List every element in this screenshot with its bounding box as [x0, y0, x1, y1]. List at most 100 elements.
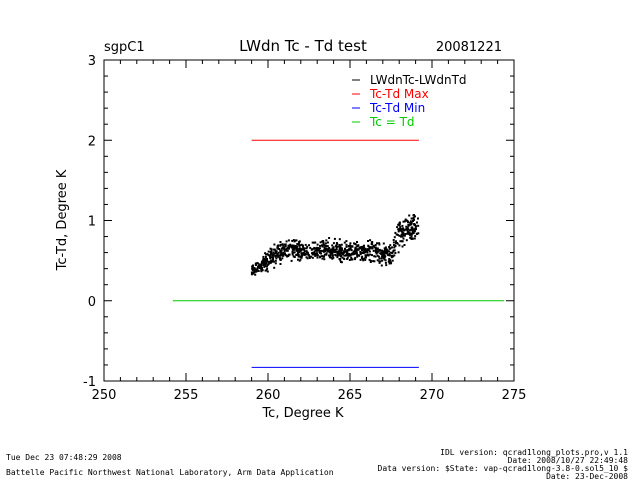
scatter-point [298, 249, 301, 252]
scatter-point [287, 244, 290, 247]
scatter-point [408, 229, 411, 232]
scatter-point [251, 265, 254, 268]
scatter-point [398, 229, 401, 232]
scatter-point [417, 232, 420, 235]
scatter-point [299, 244, 302, 247]
scatter-point [284, 245, 287, 248]
scatter-point [253, 267, 256, 269]
footer-data-date: Date: 23-Dec-2008 [546, 472, 628, 481]
scatter-point [297, 254, 300, 256]
scatter-point [328, 254, 330, 257]
scatter-point [388, 254, 391, 257]
scatter-point [345, 250, 348, 253]
scatter-point [328, 247, 331, 249]
scatter-point [367, 244, 370, 247]
scatter-point [401, 224, 404, 227]
scatter-point [409, 236, 412, 239]
scatter-point [296, 253, 299, 256]
scatter-point [258, 263, 261, 266]
scatter-point [407, 224, 410, 227]
scatter-point [251, 269, 254, 272]
scatter-point [305, 253, 308, 256]
scatter-point [279, 243, 282, 246]
scatter-point [289, 243, 292, 246]
scatter-point [412, 214, 415, 217]
scatter-point [340, 261, 343, 264]
scatter-point [377, 255, 380, 258]
scatter-point [313, 252, 316, 255]
scatter-point [356, 255, 359, 258]
scatter-point [306, 251, 309, 254]
scatter-point [271, 260, 274, 263]
scatter-point [293, 256, 296, 258]
scatter-point [322, 250, 325, 253]
scatter-point [366, 248, 369, 251]
scatter-point [417, 224, 420, 227]
scatter-point [391, 259, 394, 262]
scatter-point [269, 261, 272, 264]
legend-label: Tc-Td Max [369, 87, 429, 101]
scatter-point [398, 234, 401, 237]
scatter-point [368, 250, 371, 253]
scatter-point [413, 228, 416, 231]
scatter-point [399, 240, 402, 243]
scatter-point [278, 248, 281, 250]
scatter-point [396, 226, 399, 229]
scatter-point [305, 247, 308, 250]
scatter-point [374, 255, 377, 258]
scatter-point [331, 257, 334, 260]
scatter-point [410, 238, 413, 240]
scatter-point [366, 254, 369, 257]
scatter-point [299, 258, 302, 261]
scatter-point [337, 253, 340, 256]
scatter-point [303, 247, 306, 250]
scatter-point [382, 256, 384, 258]
scatter-point [298, 241, 301, 244]
scatter-point [382, 242, 385, 245]
scatter-point [332, 242, 335, 245]
scatter-point [250, 271, 253, 274]
legend-label: Tc-Td Min [369, 101, 425, 115]
scatter-point [315, 253, 318, 256]
scatter-point [322, 241, 325, 244]
scatter-point [411, 228, 413, 231]
scatter-point [311, 256, 314, 259]
scatter-point [386, 249, 389, 252]
scatter-point [392, 239, 395, 241]
scatter-point [393, 244, 395, 247]
scatter-point [360, 257, 363, 260]
scatter-point [274, 251, 277, 253]
scatter-point [298, 259, 301, 262]
scatter-point [267, 254, 270, 257]
scatter-point [338, 258, 341, 260]
scatter-point [350, 256, 353, 259]
scatter-point [272, 251, 275, 254]
scatter-point [279, 241, 282, 243]
scatter-point [414, 235, 417, 238]
scatter-point [381, 259, 384, 262]
scatter-point [376, 242, 378, 245]
scatter-point [279, 258, 282, 261]
scatter-point [281, 246, 284, 249]
scatter-point [362, 259, 365, 262]
scatter-point [392, 241, 395, 244]
scatter-point [255, 270, 258, 273]
scatter-point [376, 247, 379, 250]
scatter-point [317, 249, 319, 252]
scatter-point [269, 250, 272, 253]
scatter-point [334, 254, 337, 257]
scatter-point [401, 245, 404, 248]
scatter-point [324, 250, 327, 253]
scatter-point [323, 249, 326, 252]
scatter-point [286, 246, 289, 249]
scatter-point [267, 250, 270, 253]
scatter-point [402, 237, 405, 240]
scatter-point [311, 241, 314, 244]
scatter-point [372, 249, 375, 252]
scatter-point [282, 252, 285, 255]
scatter-point [413, 224, 416, 226]
scatter-point [405, 225, 408, 228]
scatter-point [266, 270, 269, 273]
scatter-point [355, 252, 358, 255]
scatter-point [308, 255, 311, 258]
